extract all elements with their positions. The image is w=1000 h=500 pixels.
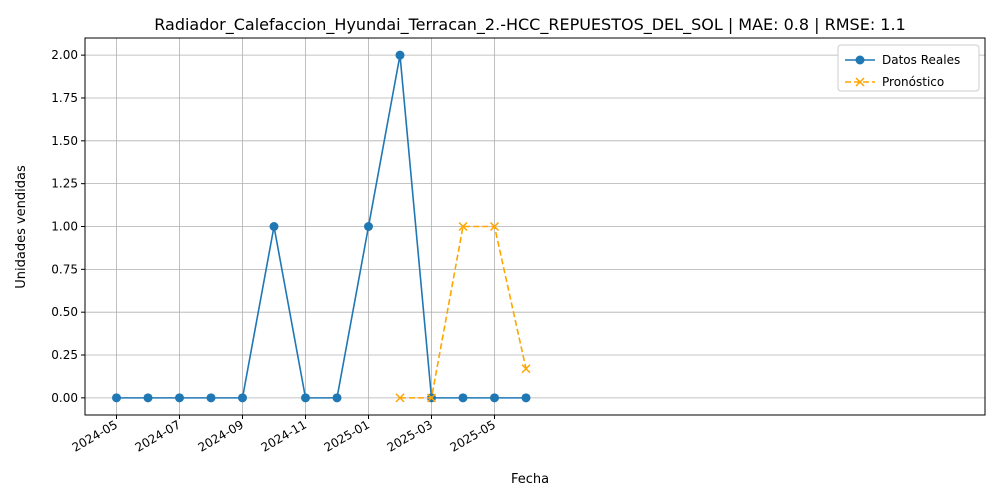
data-point — [458, 221, 468, 232]
legend: Datos Reales Pronóstico — [837, 44, 980, 92]
data-point — [332, 393, 342, 403]
data-point — [489, 221, 500, 232]
y-tick-label: 1.25 — [51, 177, 78, 191]
y-tick-label: 2.00 — [51, 48, 78, 62]
y-axis: 0.00 0.25 0.50 0.75 1.00 1.25 1.50 1.75 2.00 — [51, 48, 85, 405]
x-tick-label: 2024-07 — [133, 417, 183, 454]
data-point — [364, 222, 373, 231]
legend-entry: Pronóstico — [845, 75, 944, 89]
y-tick-label: 0.75 — [51, 262, 78, 276]
y-axis-label: Unidades vendidas — [14, 165, 29, 289]
data-point — [112, 393, 121, 403]
data-point — [490, 393, 499, 403]
legend-swatch-marker — [855, 77, 865, 87]
series-pronostico — [395, 221, 531, 403]
data-point — [395, 393, 405, 403]
y-tick-label: 0.00 — [51, 391, 78, 405]
data-point — [301, 393, 310, 403]
x-tick-label: 2024-05 — [70, 417, 120, 454]
y-tick-label: 0.25 — [51, 348, 78, 362]
legend-label: Datos Reales — [882, 53, 960, 67]
legend-box — [837, 44, 980, 92]
data-point — [175, 393, 184, 403]
data-point — [426, 393, 437, 403]
grid — [85, 38, 985, 415]
series-line — [400, 225, 527, 399]
x-tick-label: 2024-09 — [196, 417, 246, 454]
x-axis: 2024-05 2024-07 2024-09 2024-11 2025-01 2025-… — [70, 415, 498, 455]
data-point — [521, 364, 531, 374]
series-datos-reales — [112, 50, 531, 403]
data-point — [395, 50, 405, 60]
x-axis-label: Fecha — [511, 472, 549, 487]
data-point — [269, 222, 279, 231]
y-tick-label: 1.75 — [51, 91, 78, 105]
data-point — [206, 393, 216, 403]
series-line — [116, 54, 526, 399]
x-tick-label: 2025-05 — [448, 417, 498, 454]
x-tick-label: 2025-03 — [385, 417, 435, 454]
y-tick-label: 1.00 — [51, 220, 78, 234]
data-point — [458, 393, 468, 403]
y-tick-label: 1.50 — [51, 134, 78, 148]
y-tick-label: 0.50 — [51, 305, 78, 319]
legend-entry: Datos Reales — [845, 53, 960, 67]
data-point — [238, 393, 247, 403]
data-point — [143, 393, 153, 403]
legend-swatch-marker — [855, 55, 865, 65]
data-point — [521, 393, 531, 403]
plot-area — [112, 50, 531, 403]
x-tick-label: 2025-01 — [322, 417, 372, 454]
chart-title: Radiador_Calefaccion_Hyundai_Terracan_2.… — [154, 15, 906, 35]
legend-label: Pronóstico — [882, 75, 944, 89]
x-tick-label: 2024-11 — [259, 417, 309, 454]
